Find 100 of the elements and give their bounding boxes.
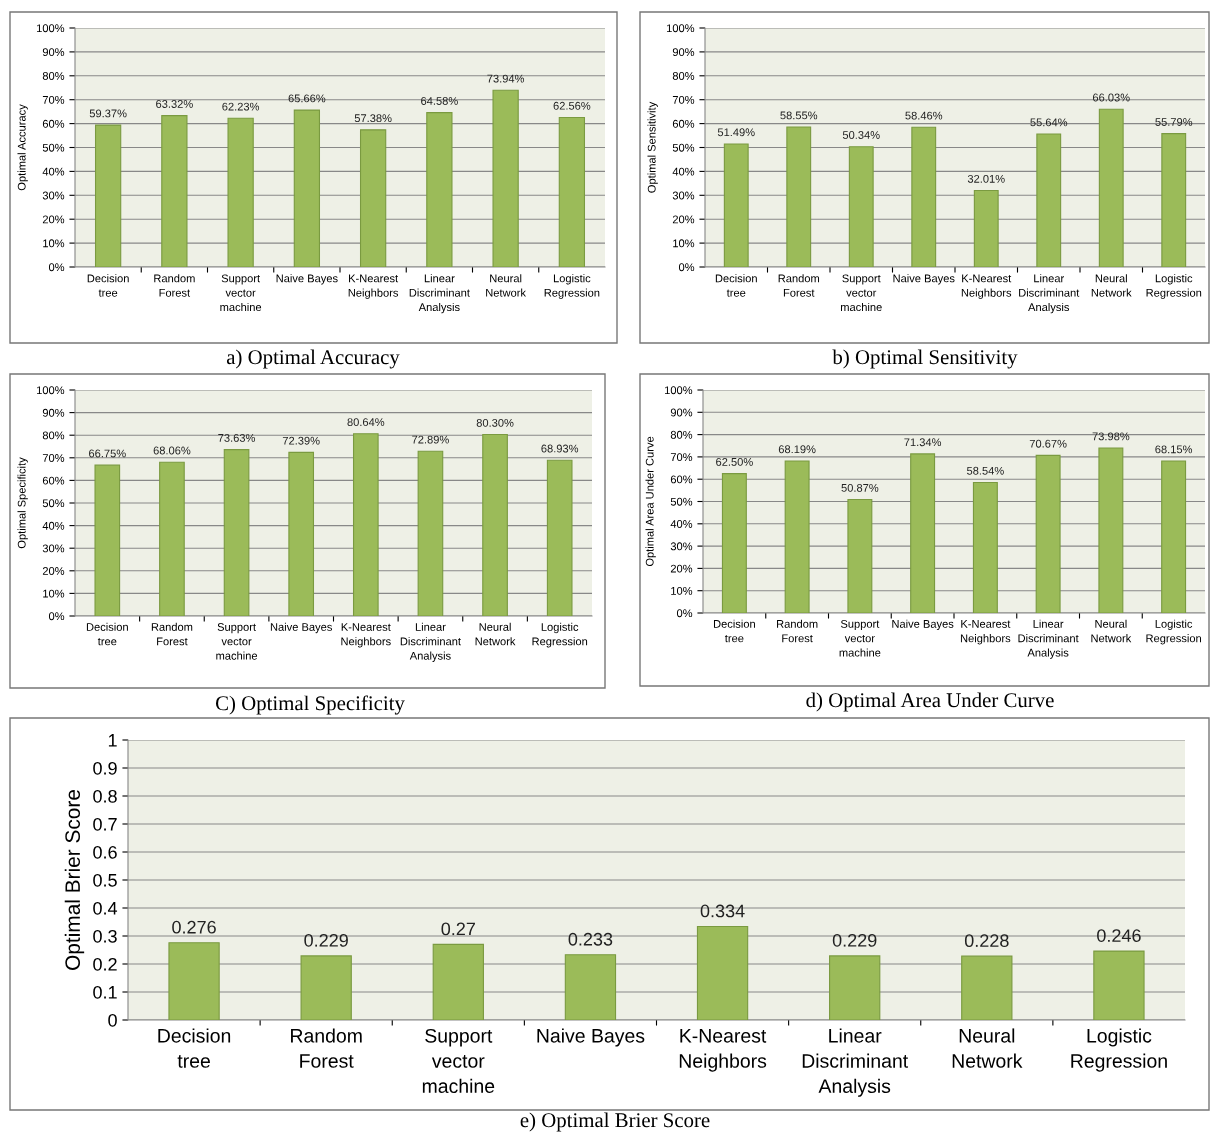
y-tick-label: 90% [670,408,693,417]
bar [847,499,873,613]
x-tick-label: Random Forest [291,1028,362,1068]
x-tick-label: Random Forest [778,274,820,297]
x-tick-label: Naive Bayes [270,622,332,634]
y-tick-label: 80% [42,431,65,440]
bar [696,925,749,1020]
y-tick-label: 0.6 [93,845,117,859]
bar [721,473,747,613]
y-tick-label: 0% [48,612,65,621]
y-tick-label: 0.9 [93,761,117,775]
data-label: 68.93% [541,444,579,453]
x-tick-label: Random Forest [777,619,818,643]
y-tick-label: 60% [42,119,65,128]
data-label: 51.49% [717,128,755,137]
y-tick-label: 50% [670,497,693,506]
x-tick-label: Linear Discriminant Analysis [1019,274,1080,314]
bar [558,116,586,267]
bar [1161,460,1187,613]
data-label: 32.01% [967,174,1005,183]
bar [223,449,250,616]
bar [546,459,573,616]
data-label: 0.228 [964,934,1009,948]
y-tick-label: 20% [42,567,65,575]
x-tick-label: Linear Discriminant Analysis [400,622,461,662]
bar [786,126,812,267]
text: a) Optimal Accuracy [226,349,400,369]
x-tick-label: K-Nearest Neighbors [961,274,1012,299]
data-label: 58.46% [905,111,943,120]
bar [1098,447,1124,613]
x-tick-label: K-Nearest Neighbors [348,274,399,299]
bar [94,124,122,267]
data-label: 50.34% [842,131,880,139]
y-tick-label: 90% [42,48,65,57]
y-tick-label: 30% [42,544,65,553]
bar [293,109,321,267]
data-label: 0.276 [172,920,216,934]
y-tick-label: 70% [42,454,65,462]
y-tick-label: 0% [676,609,693,618]
bar [1093,950,1145,1020]
x-tick-label: K-Nearest Neighbors [679,1029,767,1072]
data-label: 68.06% [153,446,191,455]
y-tick-label: 30% [42,191,65,200]
y-tick-label: 50% [672,143,695,152]
x-tick-label: Naive Bayes [276,274,338,285]
bar [1036,133,1062,267]
bar [161,115,188,267]
data-label: 73.98% [1092,432,1130,441]
y-tick-label: 80% [42,72,65,80]
y-tick-label: 0.8 [93,789,117,803]
y-tick-label: 100% [37,24,65,33]
data-label: 0.27 [441,922,475,936]
data-label: 0.229 [304,933,348,947]
text: d) Optimal Area Under Curve [806,692,1054,712]
data-label: 72.89% [412,435,449,444]
x-tick-label: Random Forest [151,622,193,646]
bar [784,460,810,613]
data-label: 58.55% [780,111,818,120]
y-tick-label: 30% [670,542,693,551]
x-tick-label: Naive Bayes [893,274,955,285]
x-tick-label: Logistic Regression [532,622,588,648]
bar [359,129,387,267]
y-tick-label: 50% [42,499,65,508]
bar [94,464,121,616]
y-axis-title: Optimal Specificity [17,457,28,549]
bar [961,955,1013,1020]
x-tick-label: Support vector machine [839,619,881,657]
y-tick-label: 70% [670,453,693,462]
data-label: 63.32% [156,100,193,108]
bar [910,453,936,613]
y-axis-title: Optimal Brier Score [64,790,85,970]
data-label: 59.37% [89,109,127,118]
data-label: 0.246 [1097,929,1141,942]
bar [417,450,444,616]
data-label: 73.94% [487,74,525,83]
bar [352,433,379,616]
y-axis-title: Optimal Area Under Curve [645,436,656,567]
data-label: 0.334 [700,904,745,918]
x-tick-label: Neural Network [1091,274,1132,297]
y-tick-label: 80% [672,72,695,80]
y-tick-label: 10% [43,239,65,248]
text: e) Optimal Brier Score [520,1112,710,1132]
y-tick-label: 0.5 [93,873,117,887]
y-tick-label: 0.2 [93,957,117,971]
y-tick-label: 0.7 [93,817,117,831]
text: b) Optimal Sensitivity [832,349,1018,369]
x-tick-label: Neural Network [486,274,527,297]
y-tick-label: 100% [665,386,693,395]
y-tick-label: 70% [672,95,695,104]
y-tick-label: 10% [43,589,65,598]
bar [848,146,874,267]
y-tick-label: 60% [670,475,693,484]
data-label: 58.54% [966,466,1004,475]
y-tick-label: 0 [108,1013,117,1027]
y-tick-label: 0.4 [93,901,118,915]
data-label: 80.30% [476,418,514,427]
x-tick-label: Decision tree [715,274,757,297]
x-tick-label: Neural Network [475,622,516,646]
y-tick-label: 20% [672,215,695,224]
x-tick-label: Logistic Regression [1071,1028,1167,1072]
